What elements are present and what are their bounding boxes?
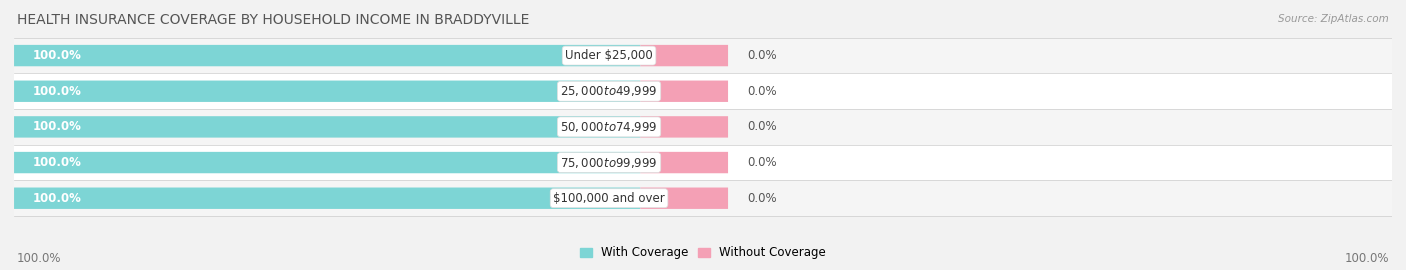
Text: 0.0%: 0.0% xyxy=(747,192,776,205)
Bar xyxy=(14,180,1392,216)
Text: 100.0%: 100.0% xyxy=(32,49,82,62)
Bar xyxy=(14,152,640,173)
Bar xyxy=(640,45,728,66)
Bar xyxy=(14,80,640,102)
Bar xyxy=(14,188,640,209)
Bar xyxy=(14,38,1392,73)
Bar xyxy=(640,80,728,102)
Text: $100,000 and over: $100,000 and over xyxy=(553,192,665,205)
Text: Under $25,000: Under $25,000 xyxy=(565,49,652,62)
Text: HEALTH INSURANCE COVERAGE BY HOUSEHOLD INCOME IN BRADDYVILLE: HEALTH INSURANCE COVERAGE BY HOUSEHOLD I… xyxy=(17,14,529,28)
Legend: With Coverage, Without Coverage: With Coverage, Without Coverage xyxy=(575,242,831,264)
Text: $25,000 to $49,999: $25,000 to $49,999 xyxy=(561,84,658,98)
Text: 100.0%: 100.0% xyxy=(32,156,82,169)
Bar xyxy=(640,188,728,209)
Bar xyxy=(14,145,1392,180)
Text: 100.0%: 100.0% xyxy=(17,252,62,265)
Text: 100.0%: 100.0% xyxy=(32,120,82,133)
Text: 0.0%: 0.0% xyxy=(747,85,776,98)
Text: $50,000 to $74,999: $50,000 to $74,999 xyxy=(561,120,658,134)
Text: 0.0%: 0.0% xyxy=(747,156,776,169)
Text: 0.0%: 0.0% xyxy=(747,120,776,133)
Text: Source: ZipAtlas.com: Source: ZipAtlas.com xyxy=(1278,14,1389,23)
Bar xyxy=(640,152,728,173)
Bar xyxy=(14,45,640,66)
Bar xyxy=(14,109,1392,145)
Text: 100.0%: 100.0% xyxy=(32,85,82,98)
Bar xyxy=(640,116,728,138)
Bar xyxy=(14,73,1392,109)
Bar xyxy=(14,116,640,138)
Text: $75,000 to $99,999: $75,000 to $99,999 xyxy=(561,156,658,170)
Text: 100.0%: 100.0% xyxy=(32,192,82,205)
Text: 0.0%: 0.0% xyxy=(747,49,776,62)
Text: 100.0%: 100.0% xyxy=(1344,252,1389,265)
